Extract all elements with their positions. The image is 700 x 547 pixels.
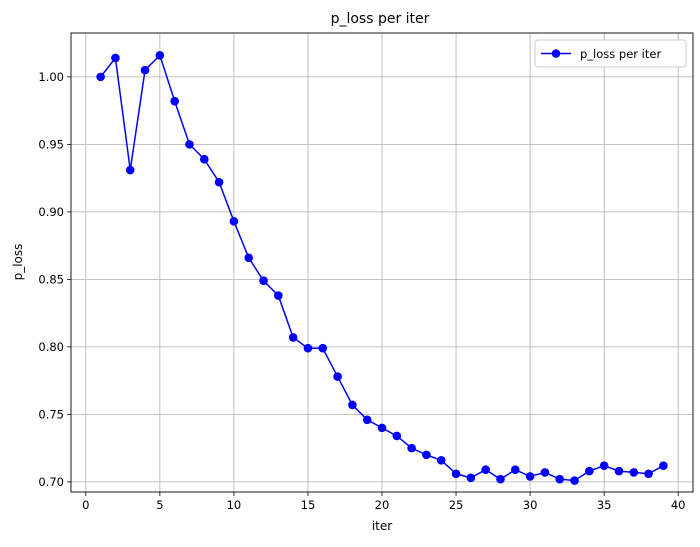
data-point: [644, 469, 653, 479]
data-point: [170, 96, 179, 106]
data-point: [555, 474, 565, 484]
x-axis-label: iter: [372, 519, 392, 533]
legend-label: p_loss per iter: [580, 47, 661, 61]
y-tick-label: 0.90: [38, 205, 64, 219]
data-point: [599, 461, 609, 470]
data-point: [407, 443, 416, 453]
data-point: [540, 468, 550, 477]
data-point: [348, 400, 357, 410]
x-tick-label: 0: [82, 498, 89, 512]
y-tick-label: 0.85: [38, 272, 64, 286]
grid-lines: [71, 33, 693, 492]
legend-box: [534, 39, 687, 68]
data-point: [140, 65, 150, 75]
data-point: [659, 461, 668, 470]
data-point: [199, 154, 209, 164]
x-axis: 0 5 10 15 20 25 30 35 40: [82, 492, 686, 512]
chart-title: p_loss per iter: [331, 11, 430, 27]
y-tick-label: 0.95: [38, 137, 64, 151]
y-axis-label: p_loss: [11, 244, 25, 281]
data-point: [185, 140, 194, 149]
y-axis: 0.70 0.75 0.80 0.85 0.90 0.95 1.00: [38, 70, 71, 489]
y-tick-label: 0.80: [38, 340, 64, 354]
x-tick-label: 20: [375, 498, 390, 512]
data-point: [377, 423, 387, 433]
data-point: [333, 372, 342, 381]
data-point: [318, 343, 328, 353]
data-point: [570, 476, 579, 485]
plot-frame: [70, 32, 694, 493]
data-point: [96, 72, 105, 82]
data-point: [111, 53, 120, 63]
y-tick-label: 0.75: [38, 407, 64, 421]
data-point: [585, 466, 594, 476]
legend-marker: [551, 49, 561, 58]
data-point: [496, 474, 505, 484]
data-point: [481, 465, 490, 475]
series-group: [96, 50, 668, 485]
y-tick-label: 1.00: [38, 70, 64, 84]
x-tick-label: 25: [449, 498, 464, 512]
y-tick-label: 0.70: [38, 475, 64, 489]
data-point: [214, 177, 224, 187]
data-point: [288, 333, 298, 342]
data-point: [466, 473, 476, 483]
data-point: [525, 472, 535, 481]
x-tick-label: 5: [156, 498, 163, 512]
data-point: [303, 343, 313, 353]
data-point: [510, 465, 520, 475]
data-point: [629, 468, 639, 477]
data-point: [392, 431, 402, 441]
data-point: [422, 450, 431, 460]
x-tick-label: 30: [523, 498, 538, 512]
data-point: [362, 415, 372, 425]
x-tick-label: 40: [671, 498, 686, 512]
data-point: [259, 276, 268, 286]
x-tick-label: 15: [301, 498, 316, 512]
data-point: [614, 466, 624, 476]
data-point: [125, 165, 135, 175]
x-tick-label: 10: [227, 498, 242, 512]
data-point: [244, 253, 254, 263]
data-point: [229, 217, 239, 226]
data-point: [451, 469, 461, 479]
x-tick-label: 35: [597, 498, 612, 512]
legend: p_loss per iter: [534, 39, 687, 68]
data-point: [274, 291, 283, 300]
data-point: [436, 455, 446, 465]
data-point: [155, 50, 165, 60]
